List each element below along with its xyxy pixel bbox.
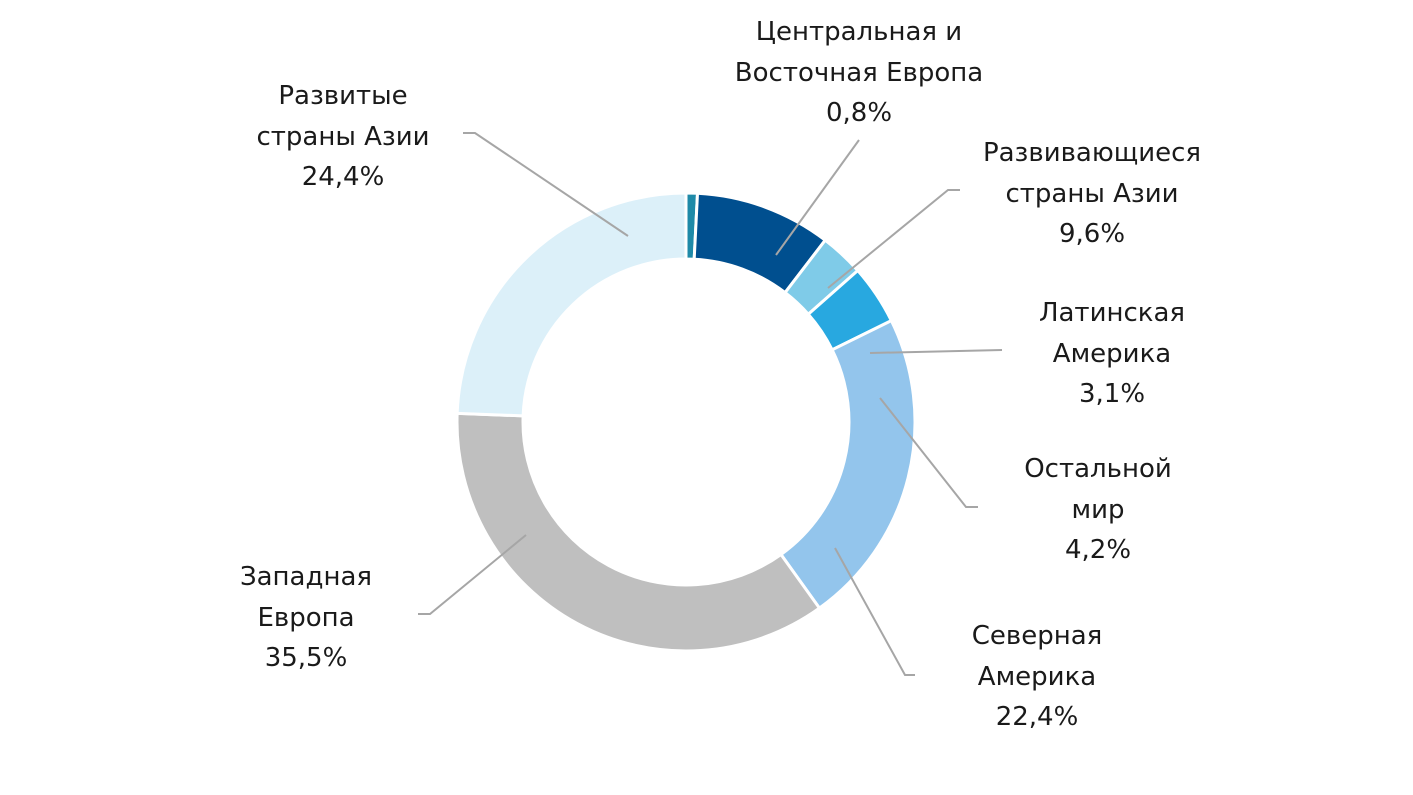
donut-slice — [778, 318, 917, 611]
label-na: Северная Америка 22,4% — [971, 621, 1103, 732]
leader-line-we — [418, 534, 527, 615]
leader-line-cee — [775, 139, 860, 256]
leader-line-dev-asia-emerging — [827, 189, 960, 289]
leader-line-latam — [869, 349, 1003, 354]
leader-line-rest — [879, 397, 978, 508]
leader-line-dev-asia — [463, 132, 629, 237]
label-we: Западная Европа 35,5% — [239, 562, 373, 673]
donut-slices — [455, 191, 917, 653]
donut-slice — [455, 411, 822, 653]
label-rest: Остальной мир 4,2% — [1024, 454, 1172, 565]
label-dev-asia: Развитые страны Азии 24,4% — [256, 81, 430, 192]
label-dev-asia-emerging: Развивающиеся страны Азии 9,6% — [982, 138, 1202, 249]
label-cee: Центральная и Восточная Европа 0,8% — [734, 17, 984, 128]
leader-lines — [418, 132, 1003, 676]
leader-line-na — [834, 547, 915, 676]
donut-slice — [455, 191, 688, 418]
label-latam: Латинская Америка 3,1% — [1038, 298, 1186, 409]
